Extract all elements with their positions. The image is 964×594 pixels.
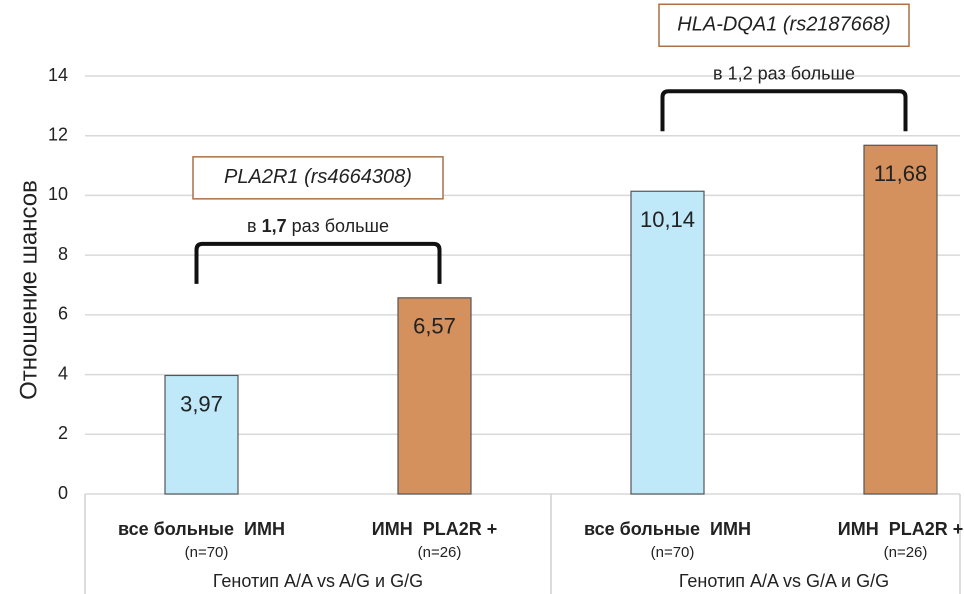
y-tick-label: 0 — [58, 483, 68, 503]
comparison-part: в 1,2 раз больше — [713, 63, 855, 83]
bar — [630, 190, 705, 495]
y-axis-label: Отношение шансов — [15, 180, 42, 400]
value-label: 6,57 — [413, 314, 456, 339]
category-note: (n=70) — [185, 544, 229, 561]
x-tick-label: все больные ИМН — [118, 519, 285, 539]
value-label: 10,14 — [640, 207, 695, 232]
x-tick-label: ИМН PLA2R + — [372, 519, 497, 539]
x-tick-label: все больные ИМН — [584, 519, 751, 539]
annotation-box — [658, 3, 910, 48]
y-tick-label: 12 — [48, 124, 68, 144]
comparison-text: в 1,2 раз больше — [713, 63, 855, 83]
y-tick-label: 10 — [48, 184, 68, 204]
comparison-part: в — [247, 216, 262, 236]
category-note: (n=26) — [418, 544, 462, 561]
bar — [164, 374, 239, 495]
comparison-part: 1,7 — [262, 216, 287, 236]
comparison-part: раз больше — [287, 216, 389, 236]
annotation: PLA2R1 (rs4664308) — [224, 166, 412, 188]
comparison-bracket — [194, 241, 442, 284]
y-tick-label: 8 — [58, 244, 68, 264]
x-tick-label: ИМН PLA2R + — [838, 519, 963, 539]
y-tick-label: 14 — [48, 65, 68, 85]
comparison-bracket — [660, 89, 908, 132]
y-tick-label: 6 — [58, 304, 68, 324]
category-note: (n=26) — [884, 544, 928, 561]
group-label: Генотип A/A vs G/A и G/G — [679, 571, 889, 591]
value-label: 11,68 — [874, 161, 927, 186]
value-label: 3,97 — [180, 391, 223, 416]
bar — [863, 144, 938, 495]
comparison-text: в 1,7 раз больше — [247, 216, 389, 236]
y-tick-label: 2 — [58, 423, 68, 443]
bar — [397, 297, 472, 495]
annotation: HLA-DQA1 (rs2187668) — [677, 14, 890, 36]
category-note: (n=70) — [651, 544, 695, 561]
group-label: Генотип A/A vs A/G и G/G — [213, 571, 423, 591]
annotation-box — [192, 156, 444, 200]
y-tick-label: 4 — [58, 363, 68, 383]
